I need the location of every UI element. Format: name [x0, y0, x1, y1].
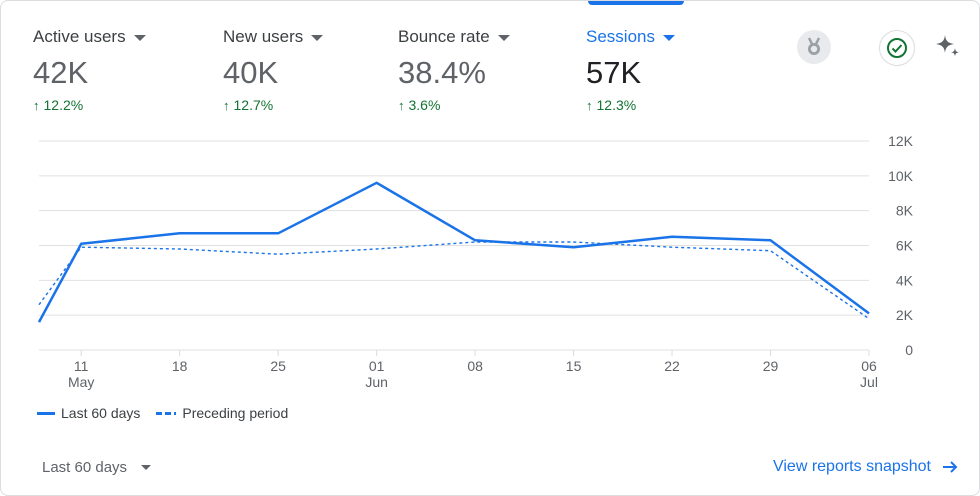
arrow-up-icon: ↑ [398, 97, 405, 113]
y-tick-label: 0 [905, 342, 913, 358]
arrow-up-icon: ↑ [33, 97, 40, 113]
arrow-up-icon: ↑ [586, 97, 593, 113]
arrow-right-icon [943, 461, 958, 473]
y-tick-label: 12K [888, 133, 914, 149]
date-range-label: Last 60 days [42, 459, 128, 476]
y-tick-label: 10K [888, 168, 914, 184]
x-tick-label: 18 [172, 358, 188, 374]
sparkle-icon[interactable] [931, 30, 965, 64]
y-tick-label: 4K [896, 272, 914, 288]
active-tab-indicator [588, 1, 684, 5]
view-reports-label: View reports snapshot [772, 458, 931, 475]
y-tick-label: 8K [896, 203, 914, 219]
medal-icon[interactable] [797, 30, 831, 64]
x-tick-label: 08 [467, 358, 483, 374]
x-tick-label: 15 [566, 358, 582, 374]
series-line-current [37, 181, 870, 323]
metric-new-users[interactable]: New users 40K ↑ 12.7% [223, 27, 324, 113]
x-tick-label: 29 [763, 358, 779, 374]
metric-bounce-rate[interactable]: Bounce rate 38.4% ↑ 3.6% [398, 27, 510, 113]
metric-change: 12.2% [43, 97, 84, 113]
metric-change: 12.7% [233, 97, 274, 113]
metric-change: 3.6% [408, 97, 441, 113]
y-tick-label: 2K [896, 307, 914, 323]
caret-down-icon[interactable] [311, 35, 324, 41]
legend-solid-swatch [37, 411, 55, 415]
check-circle-icon[interactable] [879, 30, 915, 66]
metric-active-users[interactable]: Active users 42K ↑ 12.2% [33, 27, 146, 113]
view-reports-link[interactable]: View reports snapshot [773, 458, 959, 476]
y-tick-label: 6K [896, 238, 914, 254]
x-tick-label: 11 [74, 358, 89, 374]
x-tick-label: 22 [664, 358, 680, 374]
caret-down-icon[interactable] [662, 35, 675, 41]
series-line-preceding [38, 241, 870, 320]
caret-down-icon[interactable] [133, 35, 146, 41]
metric-title: Sessions [586, 27, 655, 46]
metric-title: New users [223, 27, 304, 46]
caret-down-icon [141, 465, 152, 470]
metric-value: 57K [586, 55, 642, 90]
x-tick-sublabel: Jul [860, 374, 878, 390]
caret-down-icon[interactable] [497, 35, 510, 41]
legend-dashed-swatch [156, 411, 177, 415]
metric-title: Active users [33, 27, 126, 46]
x-tick-label: 25 [270, 358, 286, 374]
date-range-dropdown[interactable]: Last 60 days [42, 459, 152, 476]
metric-change: 12.3% [596, 97, 637, 113]
metric-title: Bounce rate [398, 27, 490, 46]
chart-legend: Last 60 days Preceding period [37, 405, 288, 421]
metric-value: 38.4% [398, 55, 486, 90]
legend-current-label: Last 60 days [61, 405, 141, 421]
metric-value: 42K [33, 55, 89, 90]
x-tick-label: 06 [861, 358, 877, 374]
legend-previous-label: Preceding period [182, 405, 289, 421]
metric-sessions[interactable]: Sessions 57K ↑ 12.3% [586, 27, 675, 113]
arrow-up-icon: ↑ [223, 97, 230, 113]
x-tick-label: 01 [369, 358, 385, 374]
x-tick-sublabel: Jun [365, 374, 388, 390]
x-tick-sublabel: May [68, 374, 94, 390]
metric-value: 40K [223, 55, 279, 90]
